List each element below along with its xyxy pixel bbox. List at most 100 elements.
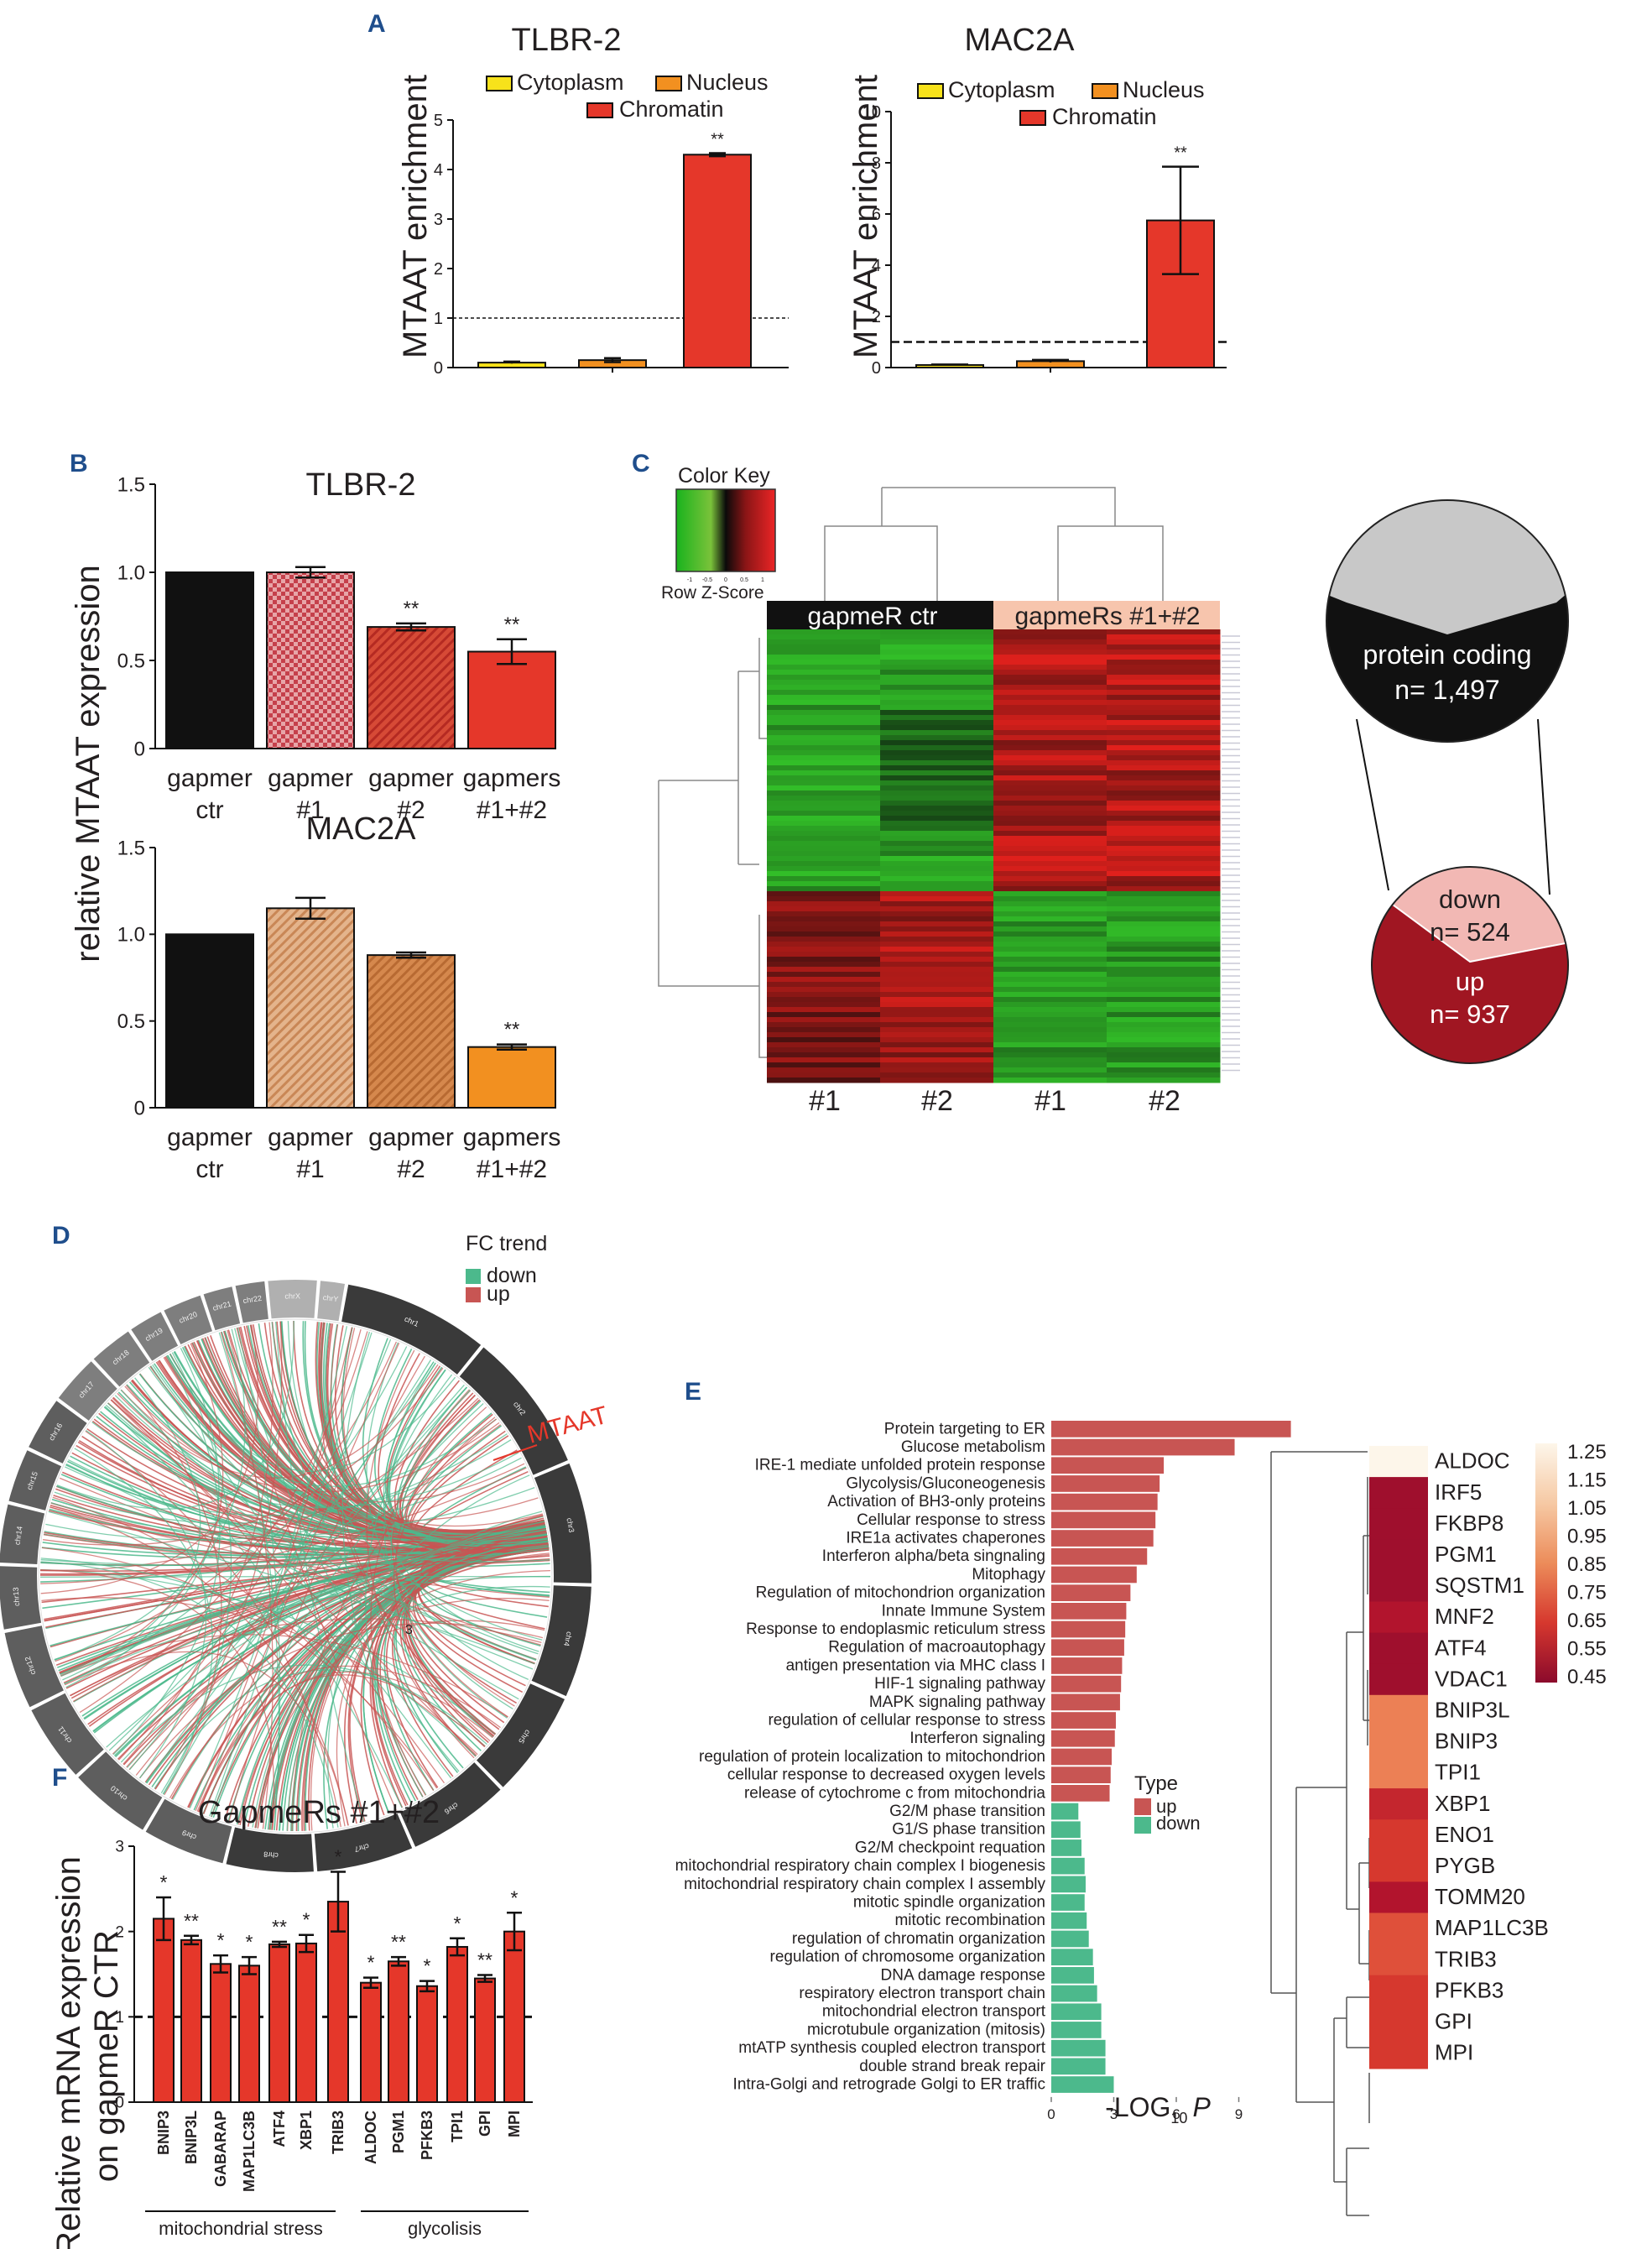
- chord-ribbon: [189, 1326, 348, 1809]
- heatmap-cell: [767, 886, 881, 892]
- heatmap-cell: [880, 992, 994, 998]
- heatmap-cell: [880, 775, 994, 781]
- heatmap-cell: [993, 1012, 1107, 1018]
- y-category-label: mtATP synthesis coupled electron transpo…: [738, 2039, 1045, 2057]
- bar: [1051, 1584, 1131, 1601]
- chord-ribbon: [104, 1406, 403, 1808]
- heatmap-cell: [993, 1022, 1107, 1028]
- significance-mark: **: [711, 131, 724, 149]
- chord-ribbon: [366, 1349, 475, 1759]
- heatmap-cell: [767, 851, 881, 857]
- chord-ring: chr1chr2chr3chr4chr5chr6chr7chr8chr9chr1…: [0, 1279, 592, 1872]
- heatmap-cell: [1107, 931, 1221, 937]
- heatmap-cell: [880, 660, 994, 665]
- heatmap-cell: [880, 856, 994, 862]
- heatmap-cell: [767, 695, 881, 701]
- chord-ribbon: [291, 1418, 498, 1832]
- heatmap-cell: [767, 856, 881, 862]
- heatmap-cell: [880, 780, 994, 786]
- color-key-tick: 0.5: [740, 577, 748, 583]
- chord-ribbon: [310, 1553, 550, 1831]
- heatmap-cell: [880, 1012, 994, 1018]
- chromosome-segment: [477, 1683, 565, 1787]
- heatmap-column-label: #1: [1034, 1085, 1066, 1117]
- heatmap-cell: [880, 987, 994, 993]
- bar: [238, 1965, 260, 2103]
- heatmap-cell: [880, 791, 994, 796]
- x-category-label: gapmers: [463, 764, 561, 792]
- chord-ribbon: [112, 1397, 446, 1784]
- chart-f-mrna: GapmeRs #1+#2 Relative mRNA expression o…: [50, 1795, 533, 2249]
- chart-e-xlabel-var: P: [1192, 2092, 1211, 2122]
- heatmap-cell: [993, 644, 1107, 650]
- heatmap-cell: [767, 891, 881, 897]
- y-category-label: regulation of chromosome organization: [770, 1949, 1045, 1966]
- bar: [1051, 1803, 1079, 1820]
- x-category-label: ctr: [195, 796, 223, 824]
- heatmap-cell: [1107, 1037, 1221, 1043]
- heatmap-cell: [880, 1052, 994, 1058]
- heatmap-cell: [880, 972, 994, 978]
- heatmap-cell: [1107, 710, 1221, 716]
- heatmap-cell: [1107, 695, 1221, 701]
- chromosome-segment: [4, 1625, 64, 1708]
- heatmap-cell: [880, 755, 994, 761]
- chord-ribbon: [122, 1322, 274, 1765]
- gene-heat-cell: [1369, 1788, 1428, 1820]
- x-category-label: BNIP3: [155, 2111, 172, 2155]
- chord-ribbon: [287, 1321, 543, 1641]
- heatmap-cell: [880, 1057, 994, 1063]
- gene-heat-cell: [1369, 1446, 1428, 1478]
- gene-dendrogram: [1270, 1451, 1370, 2216]
- chord-ribbon: [50, 1486, 535, 1537]
- chord-ribbon: [366, 1342, 529, 1680]
- chord-ribbon: [60, 1343, 224, 1677]
- heatmap-cell: [1107, 639, 1221, 645]
- legend-label-cytoplasm: Cytoplasm: [517, 70, 624, 95]
- y-category-label: Cellular response to stress: [857, 1511, 1045, 1529]
- heatmap-cell: [880, 725, 994, 731]
- gene-heat-cell: [1369, 1477, 1428, 1509]
- bar: [153, 1918, 175, 2104]
- chord-ribbon: [79, 1329, 362, 1714]
- significance-mark: **: [272, 1916, 287, 1938]
- group-bar-ctr: [767, 601, 993, 629]
- heatmap-cell: [767, 745, 881, 751]
- heatmap-cell: [767, 906, 881, 912]
- heatmap-cell: [1107, 745, 1221, 751]
- heatmap-cell: [993, 796, 1107, 801]
- heatmap-cell: [880, 942, 994, 947]
- gene-label: ATF4: [1435, 1635, 1487, 1660]
- gene-heat-cell: [1369, 1539, 1428, 1571]
- heatmap-cell: [880, 957, 994, 963]
- heatmap-cell: [767, 710, 881, 716]
- bar: [1051, 1620, 1126, 1638]
- y-category-label: Intra-Golgi and retrograde Golgi to ER t…: [733, 2075, 1045, 2093]
- heatmap-cell: [1107, 700, 1221, 706]
- row-dendrogram: [658, 638, 773, 1083]
- heatmap-cell: [993, 1017, 1107, 1023]
- scale-tick-label: 1.25: [1567, 1441, 1607, 1464]
- heatmap-cell: [993, 1062, 1107, 1068]
- heatmap-cell: [993, 629, 1107, 635]
- heatmap-cell: [993, 775, 1107, 781]
- y-category-label: mitochondrial electron transport: [822, 2003, 1046, 2021]
- heatmap-cell: [993, 634, 1107, 640]
- heatmap-cell: [880, 796, 994, 801]
- heatmap-cell: [1107, 871, 1221, 877]
- heatmap-cell: [767, 1057, 881, 1063]
- y-category-label: Response to endoplasmic reticulum stress: [746, 1620, 1045, 1638]
- chord-ribbon: [50, 1502, 550, 1556]
- gene-label: XBP1: [1435, 1791, 1491, 1816]
- y-category-label: Regulation of mitochondrion organization: [756, 1584, 1045, 1602]
- chord-ribbon: [106, 1521, 545, 1748]
- pie-top-value: n= 1,497: [1394, 675, 1499, 705]
- heatmap-cell: [880, 866, 994, 872]
- heatmap-cell: [880, 1042, 994, 1048]
- bar: [165, 933, 254, 1109]
- heatmap-cell: [880, 861, 994, 867]
- heatmap-cell: [1107, 801, 1221, 806]
- heatmap-cell: [880, 906, 994, 912]
- chord-ribbon: [201, 1338, 549, 1549]
- bar: [1051, 1985, 1097, 2002]
